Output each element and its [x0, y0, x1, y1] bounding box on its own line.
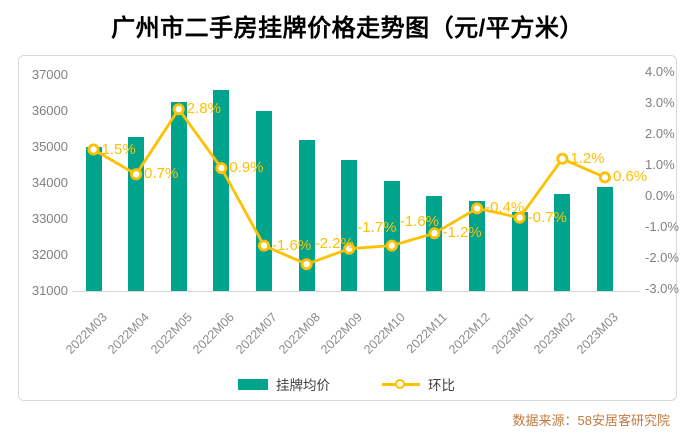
line-point-label: 2.8% [186, 100, 221, 118]
bar [341, 160, 358, 291]
right-axis-tick: 3.0% [645, 95, 675, 110]
bar [383, 181, 400, 291]
line-point-marker [300, 258, 313, 271]
line-point-marker [471, 202, 484, 215]
line-point-label: -0.7% [527, 208, 567, 226]
bar [554, 194, 571, 291]
line-point-marker [215, 162, 228, 175]
line-point-marker [428, 227, 441, 240]
left-axis-tick: 33000 [31, 211, 68, 226]
bar [298, 139, 315, 291]
bar [469, 201, 486, 291]
line-point-label: 0.6% [612, 168, 648, 186]
left-axis-tick: 31000 [31, 283, 68, 298]
data-source-note: 数据来源：58安居客研究院 [512, 413, 670, 428]
line-series-swatch-icon [382, 378, 420, 390]
right-axis-tick: 1.0% [645, 157, 675, 172]
line-point-label: 0.9% [229, 159, 264, 177]
bar [213, 90, 230, 291]
line-point-label: 1.2% [570, 149, 605, 167]
line-point-label: -1.6% [399, 212, 440, 230]
line-point-marker [343, 242, 356, 255]
line-point-label: -0.4% [485, 199, 525, 217]
line-point-marker [385, 239, 398, 252]
right-axis-tick: -1.0% [645, 219, 679, 234]
left-axis-tick: 34000 [31, 175, 68, 190]
right-axis-tick: 4.0% [645, 64, 675, 79]
x-axis-line [72, 291, 640, 292]
line-point-label: 1.5% [101, 140, 136, 158]
line-point-marker [257, 239, 270, 252]
line-point-label: -1.6% [271, 236, 312, 254]
legend: 挂牌均价 环比 [18, 374, 675, 394]
line-point-marker [172, 103, 185, 116]
line-point-label: 0.7% [144, 165, 179, 183]
legend-item-line: 环比 [382, 374, 455, 394]
left-axis-tick: 35000 [31, 139, 68, 154]
line-point-label: -1.2% [442, 224, 482, 242]
line-point-label: -1.7% [357, 218, 397, 236]
right-axis-tick: -3.0% [645, 281, 679, 296]
bar [596, 186, 613, 291]
bar-series-swatch-icon [238, 378, 268, 390]
line-point-marker [556, 152, 569, 165]
bar [426, 195, 443, 291]
line-point-marker [130, 168, 143, 181]
line-point-marker [513, 211, 526, 224]
line-point-marker [598, 171, 611, 184]
line-point-label: -2.2% [314, 235, 354, 253]
right-axis-tick: 2.0% [645, 126, 675, 141]
bar [511, 211, 528, 291]
left-axis-tick: 37000 [31, 67, 68, 82]
left-axis-tick: 36000 [31, 103, 68, 118]
legend-bar-label: 挂牌均价 [276, 378, 330, 393]
right-axis-tick: 0.0% [645, 188, 675, 203]
bar [170, 102, 187, 291]
line-point-marker [87, 143, 100, 156]
bar [85, 147, 102, 291]
legend-line-label: 环比 [428, 378, 455, 393]
chart-title: 广州市二手房挂牌价格走势图（元/平方米） [111, 15, 584, 42]
right-axis-tick: -2.0% [645, 250, 679, 265]
legend-item-bar: 挂牌均价 [238, 374, 330, 394]
left-axis-tick: 32000 [31, 247, 68, 262]
